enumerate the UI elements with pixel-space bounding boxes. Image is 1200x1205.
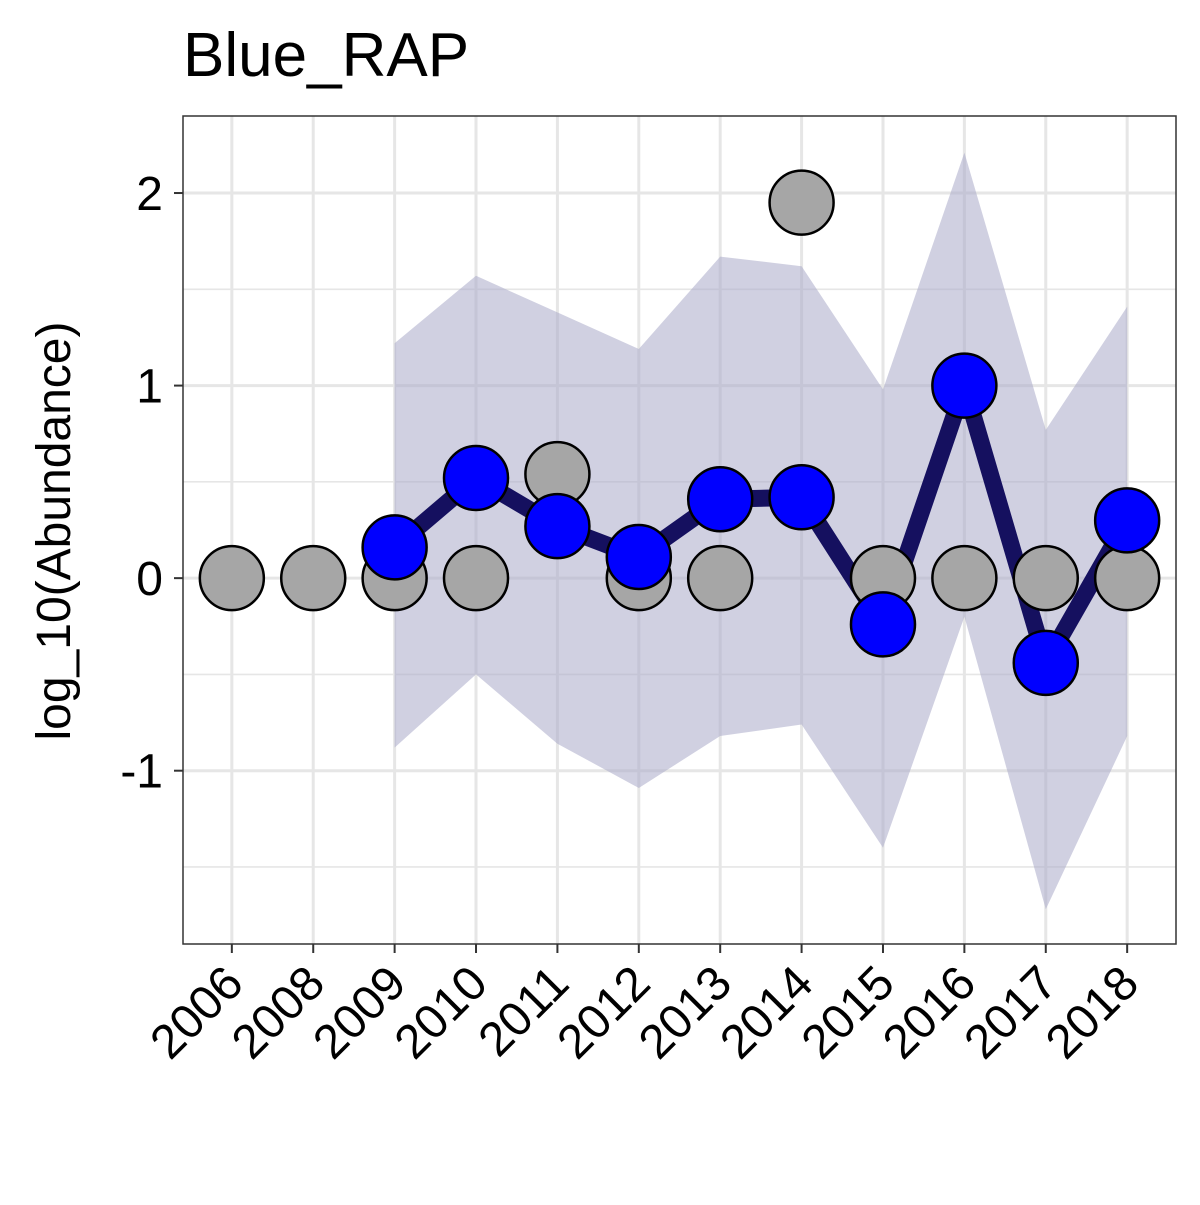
observed-point: [686, 544, 754, 612]
x-tick-label: 2008: [222, 956, 335, 1069]
x-tick-label: 2017: [955, 956, 1068, 1069]
estimate-point: [686, 465, 754, 533]
observed-point: [1012, 544, 1080, 612]
estimate-point: [524, 492, 591, 560]
estimate-point: [605, 523, 673, 591]
estimate-point: [442, 444, 510, 512]
confidence-ribbon: [394, 152, 1128, 910]
estimate-point: [931, 352, 998, 419]
panel-border: [182, 115, 1177, 945]
x-tick-label: 2015: [792, 956, 905, 1069]
x-tick-label: 2009: [303, 956, 416, 1069]
estimate-point: [768, 464, 835, 531]
observed-point: [1093, 544, 1161, 612]
y-tick-label: 1: [136, 361, 163, 414]
x-tick-label: 2016: [873, 956, 986, 1069]
observed-point: [768, 169, 835, 236]
x-tick-label: 2013: [629, 956, 742, 1069]
chart-title: Blue_RAP: [183, 21, 469, 90]
x-tick-label: 2018: [1036, 956, 1149, 1069]
observed-point: [198, 544, 266, 612]
x-tick-label: 2011: [469, 956, 579, 1066]
y-tick-label: 0: [136, 553, 163, 606]
x-tick-label: 2006: [141, 956, 254, 1069]
observed-point: [442, 544, 510, 612]
observed-points: [198, 169, 1161, 612]
estimate-point: [361, 514, 428, 581]
estimate-point: [1012, 629, 1080, 697]
y-tick-label: 2: [136, 168, 163, 221]
observed-point: [279, 544, 347, 612]
y-axis-label: log_10(Abundance): [28, 322, 81, 741]
x-tick-label: 2014: [710, 956, 823, 1069]
y-tick-label: -1: [120, 746, 163, 799]
x-tick-label: 2010: [385, 956, 498, 1069]
estimate-line-layer: [389, 377, 1135, 672]
observed-point: [931, 544, 998, 612]
estimate-points: [361, 352, 1161, 697]
estimate-point: [1093, 487, 1161, 554]
x-tick-label: 2012: [548, 956, 661, 1069]
estimate-line: [389, 377, 1135, 672]
confidence-band: [394, 152, 1128, 910]
estimate-point: [849, 591, 917, 658]
